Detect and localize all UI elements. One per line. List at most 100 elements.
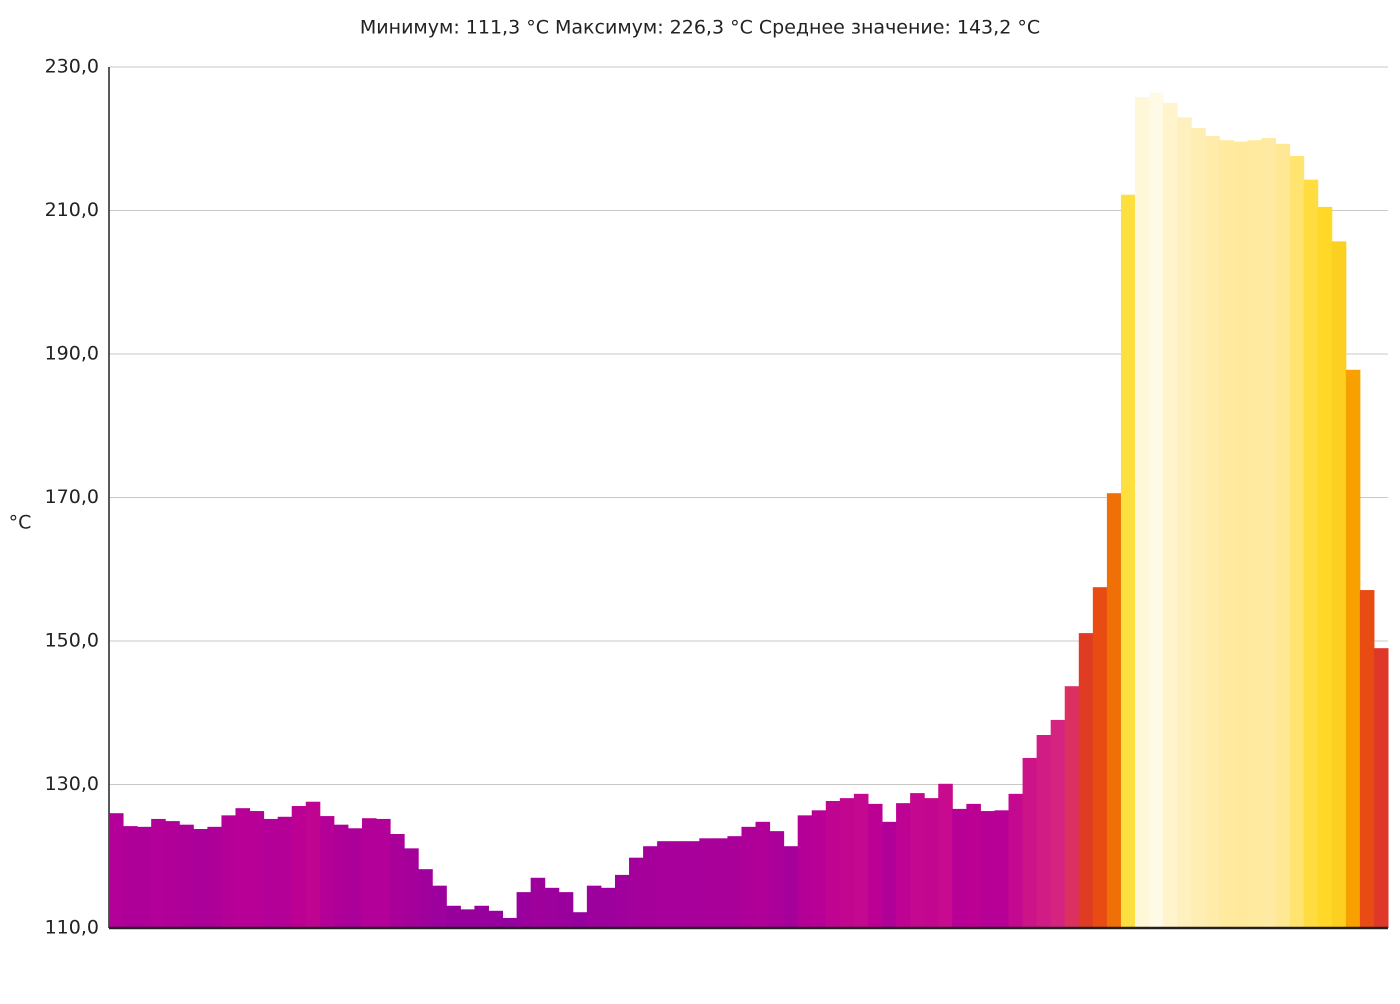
bar <box>1191 127 1206 929</box>
bar <box>1078 633 1094 928</box>
bar <box>404 848 419 928</box>
bar <box>1219 140 1234 928</box>
bar <box>896 803 911 928</box>
bar <box>1233 141 1248 928</box>
bar <box>685 841 700 928</box>
bar <box>207 826 222 928</box>
bar <box>1135 97 1150 928</box>
bar <box>376 818 391 928</box>
bar <box>474 905 489 928</box>
bar <box>629 857 644 928</box>
bar <box>446 905 461 928</box>
bar <box>558 892 574 928</box>
bar <box>713 838 728 928</box>
bar <box>1247 140 1263 928</box>
bar <box>1317 206 1333 929</box>
y-tick-label: 150,0 <box>45 630 99 652</box>
bar <box>952 808 967 928</box>
y-axis-label: °C <box>9 512 32 534</box>
bar <box>572 912 588 928</box>
bar <box>839 798 855 928</box>
bar <box>418 869 433 928</box>
bar <box>235 808 251 928</box>
bar <box>1050 719 1066 928</box>
bar <box>1022 757 1038 928</box>
chart-title: Минимум: 111,3 °C Максимум: 226,3 °C Сре… <box>360 17 1040 39</box>
y-tick-label: 130,0 <box>45 773 99 795</box>
bar <box>980 811 995 928</box>
bar <box>305 801 321 928</box>
bar <box>938 783 953 928</box>
bar <box>1064 686 1080 928</box>
bar <box>1120 194 1136 929</box>
bar <box>994 810 1010 928</box>
bar <box>1163 102 1178 928</box>
y-tick-label: 190,0 <box>45 343 99 365</box>
bar <box>1261 138 1277 929</box>
bar <box>165 821 180 928</box>
bar <box>811 810 827 928</box>
bar <box>671 841 686 928</box>
bar <box>249 811 265 928</box>
bar <box>390 834 405 928</box>
bar <box>966 803 981 928</box>
bar <box>769 831 785 928</box>
bar <box>1345 369 1361 928</box>
bar <box>1205 135 1220 928</box>
bar <box>797 815 813 928</box>
bar <box>516 892 532 928</box>
bar <box>867 803 883 928</box>
bar <box>1092 587 1108 928</box>
bar <box>699 838 714 928</box>
bar <box>333 824 349 928</box>
bar <box>347 828 363 928</box>
bar <box>277 816 293 928</box>
bar <box>643 846 658 928</box>
bar <box>1359 590 1375 928</box>
bar <box>657 841 672 928</box>
bar <box>825 801 841 928</box>
bar <box>1036 734 1052 928</box>
bar <box>741 826 757 928</box>
bar <box>1331 241 1347 929</box>
bar <box>432 885 447 928</box>
bar <box>123 826 138 928</box>
bar <box>1008 793 1024 928</box>
bar <box>361 818 377 928</box>
bar <box>179 824 194 928</box>
bar <box>614 874 630 928</box>
bar <box>221 815 236 928</box>
bar <box>193 828 208 928</box>
bar <box>882 821 897 928</box>
bar <box>1106 493 1122 928</box>
bar <box>924 798 939 928</box>
y-tick-label: 230,0 <box>45 56 99 78</box>
bar <box>530 877 546 928</box>
bar <box>488 910 504 928</box>
bar <box>544 887 560 928</box>
bar <box>586 885 602 928</box>
y-tick-label: 110,0 <box>45 917 99 939</box>
y-tick-label: 210,0 <box>45 199 99 221</box>
bar <box>137 826 152 928</box>
y-tick-label: 170,0 <box>45 486 99 508</box>
bar <box>727 836 742 928</box>
bar <box>109 813 124 928</box>
bar <box>1177 117 1192 929</box>
bar <box>1289 155 1305 929</box>
bar <box>1275 143 1291 928</box>
bar <box>502 917 518 928</box>
bar <box>853 793 869 928</box>
bar <box>151 818 166 928</box>
bar <box>1373 648 1389 928</box>
bar <box>1303 179 1319 928</box>
bar <box>460 909 475 928</box>
bar <box>1149 92 1164 928</box>
bar <box>910 793 925 928</box>
bar <box>783 846 799 928</box>
bar <box>755 821 771 928</box>
bar <box>600 887 616 928</box>
bar <box>291 806 307 928</box>
